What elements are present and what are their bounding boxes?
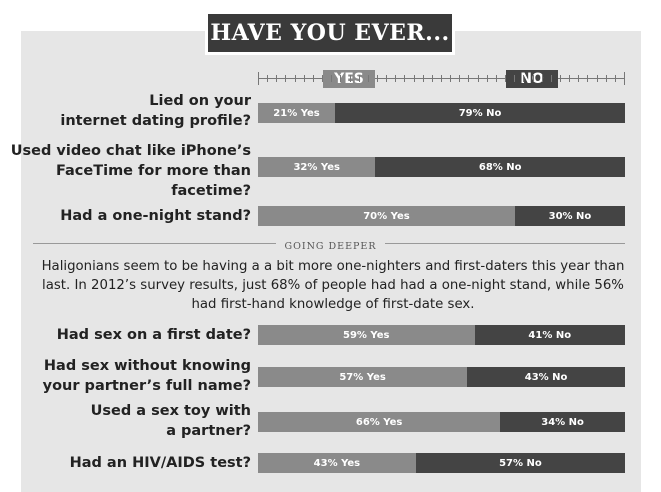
axis-tick	[350, 75, 351, 82]
axis-tick	[478, 75, 479, 82]
stacked-bar: 66% Yes 34% No	[258, 412, 625, 432]
bar-yes-segment: 57% Yes	[258, 367, 468, 387]
section-label: GOING DEEPER	[276, 241, 385, 252]
bar-yes-segment: 70% Yes	[258, 206, 515, 226]
question-line: Used video chat like iPhone’s	[10, 143, 251, 159]
question-label: Used a sex toy with a partner?	[91, 401, 251, 441]
axis-tick	[624, 72, 625, 85]
bar-yes-segment: 66% Yes	[258, 412, 501, 432]
question-line: Had sex on a first date?	[56, 327, 251, 343]
axis-tick	[404, 75, 405, 82]
axis-tick	[423, 75, 424, 82]
axis-tick	[359, 75, 360, 82]
axis-no-label: NO	[506, 70, 558, 88]
axis-tick	[514, 75, 515, 82]
axis-tick	[432, 75, 433, 82]
axis-tick	[313, 75, 314, 82]
chart-title: HAVE YOU EVER...	[210, 20, 450, 46]
question-line: Used a sex toy with	[90, 403, 251, 419]
axis-tick	[587, 75, 588, 82]
axis-tick	[533, 75, 534, 82]
stacked-bar: 43% Yes 57% No	[258, 453, 625, 473]
axis-tick	[578, 75, 579, 82]
axis-yes-label: YES	[323, 70, 375, 88]
axis-tick	[487, 75, 488, 82]
title-banner: HAVE YOU EVER...	[205, 11, 455, 55]
question-line: internet dating profile?	[60, 113, 251, 129]
bar-yes-segment: 21% Yes	[258, 103, 336, 123]
axis-tick	[560, 75, 561, 82]
section-label-wrap: GOING DEEPER	[0, 236, 661, 254]
axis-tick	[395, 75, 396, 82]
question-line: facetime?	[171, 183, 251, 199]
bar-no-segment: 68% No	[375, 157, 625, 177]
bar-no-segment: 43% No	[467, 367, 625, 387]
axis-tick	[505, 75, 506, 82]
axis-tick	[542, 75, 543, 82]
axis-tick	[606, 75, 607, 82]
stacked-bar: 59% Yes 41% No	[258, 325, 625, 345]
axis-tick	[304, 75, 305, 82]
question-label: Had sex on a first date?	[57, 325, 251, 345]
question-line: your partner’s full name?	[42, 378, 251, 394]
axis-tick	[285, 75, 286, 82]
stacked-bar: 32% Yes 68% No	[258, 157, 625, 177]
bar-no-segment: 41% No	[474, 325, 625, 345]
axis-tick	[459, 75, 460, 82]
axis-tick	[441, 75, 442, 82]
axis-tick	[569, 75, 570, 82]
axis-tick	[377, 75, 378, 82]
axis-tick	[414, 75, 415, 82]
axis-tick	[295, 75, 296, 82]
axis-tick	[468, 75, 469, 82]
axis-tick	[496, 75, 497, 82]
stacked-bar: 57% Yes 43% No	[258, 367, 625, 387]
bar-no-segment: 34% No	[500, 412, 625, 432]
bar-yes-segment: 59% Yes	[258, 325, 475, 345]
axis-tick	[331, 75, 332, 82]
going-deeper-paragraph: Haligonians seem to be having a a bit mo…	[41, 259, 625, 312]
question-line: Had a one-night stand?	[60, 208, 251, 224]
axis-tick	[597, 75, 598, 82]
axis-tick	[615, 75, 616, 82]
question-label: Had an HIV/AIDS test?	[70, 453, 251, 473]
axis-tick	[551, 75, 552, 82]
stacked-bar: 21% Yes 79% No	[258, 103, 625, 123]
axis-ruler: YES NO	[258, 70, 625, 88]
question-line: Had an HIV/AIDS test?	[69, 455, 251, 471]
question-label: Had a one-night stand?	[60, 206, 251, 226]
axis-tick	[267, 75, 268, 82]
bar-yes-segment: 32% Yes	[258, 157, 376, 177]
bar-no-segment: 30% No	[514, 206, 625, 226]
axis-tick	[368, 75, 369, 82]
axis-tick	[258, 72, 259, 85]
question-line: Had sex without knowing	[43, 358, 251, 374]
question-label: Had sex without knowing your partner’s fu…	[43, 356, 251, 396]
axis-tick	[523, 75, 524, 82]
question-label: Used video chat like iPhone’s FaceTime fo…	[11, 141, 251, 201]
axis-tick	[340, 75, 341, 82]
bar-no-segment: 57% No	[415, 453, 625, 473]
question-line: FaceTime for more than	[55, 163, 251, 179]
axis-tick	[276, 75, 277, 82]
bar-no-segment: 79% No	[335, 103, 625, 123]
question-line: Lied on your	[149, 93, 251, 109]
axis-tick	[450, 75, 451, 82]
question-label: Lied on your internet dating profile?	[60, 91, 251, 131]
question-line: a partner?	[166, 423, 251, 439]
stacked-bar: 70% Yes 30% No	[258, 206, 625, 226]
axis-tick	[322, 75, 323, 82]
axis-tick	[386, 75, 387, 82]
bar-yes-segment: 43% Yes	[258, 453, 416, 473]
